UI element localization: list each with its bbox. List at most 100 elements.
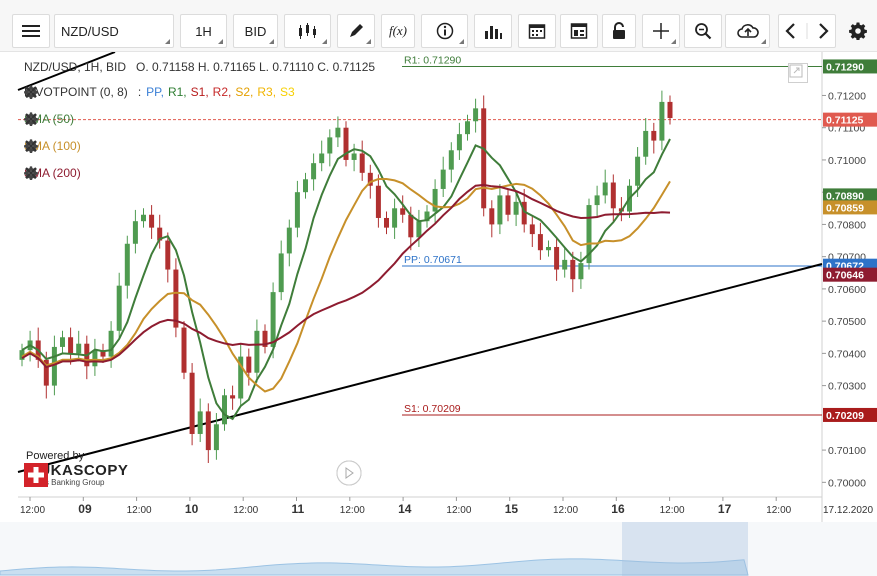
- sma200-legend: SMA (200): [24, 166, 95, 180]
- candle-body: [76, 343, 82, 354]
- candle-body: [294, 192, 300, 228]
- symbol-select[interactable]: NZD/USD: [54, 14, 174, 48]
- scroll-nav-buttons: [778, 14, 836, 48]
- maximize-button[interactable]: [788, 63, 808, 83]
- expand-icon: [789, 64, 803, 78]
- candle-body: [651, 130, 657, 141]
- price-chart[interactable]: 0.712000.711000.710000.709000.708000.707…: [0, 52, 877, 576]
- candle-body: [481, 108, 487, 209]
- timeframe-value: 1H: [195, 23, 212, 39]
- price-badge-label: 0.71290: [826, 61, 864, 73]
- candle-body: [432, 188, 438, 212]
- candle-body: [157, 227, 163, 241]
- menu-button[interactable]: [12, 14, 50, 48]
- candle-body: [246, 356, 252, 373]
- candle-body: [465, 121, 470, 135]
- timeframe-select[interactable]: 1H: [180, 14, 227, 48]
- templates-button[interactable]: [560, 14, 598, 48]
- gear-icon: [849, 22, 867, 40]
- candle-body: [570, 259, 576, 280]
- price-tick-label: 0.70500: [828, 316, 866, 328]
- price-tick-label: 0.70400: [828, 348, 866, 360]
- time-tick-label: 15: [505, 502, 519, 516]
- settings-button[interactable]: [842, 14, 874, 48]
- chevron-right-icon: [819, 23, 829, 39]
- pivot-label: PIVOTPOINT (0, 8): [24, 85, 128, 99]
- template-icon: [570, 23, 588, 39]
- candle-body: [116, 285, 122, 331]
- indicators-button[interactable]: f(x): [381, 14, 415, 48]
- brand-name: DUKASCOPY: [28, 462, 129, 479]
- cloud-save-button[interactable]: [725, 14, 770, 48]
- candle-body: [60, 337, 65, 347]
- candle-body: [497, 195, 503, 225]
- candle-body: [351, 153, 357, 160]
- candle-body: [141, 214, 146, 222]
- time-tick-label: 11: [292, 502, 305, 516]
- powered-by-text: Powered by: [26, 450, 85, 462]
- hamburger-icon: [22, 25, 40, 37]
- candle-body: [197, 411, 203, 434]
- candle-body: [554, 246, 560, 270]
- chart-type-button[interactable]: [284, 14, 331, 48]
- price-side-select[interactable]: BID: [233, 14, 278, 48]
- navigator-window: [622, 522, 748, 576]
- candle-body: [222, 395, 227, 425]
- time-tick-label: 12:00: [660, 505, 685, 516]
- sma200-remove-close-icon[interactable]: [24, 166, 38, 180]
- info-button[interactable]: [421, 14, 468, 48]
- candle-body: [537, 234, 543, 251]
- scroll-right-icon[interactable]: [336, 460, 362, 486]
- candle-body: [173, 269, 179, 328]
- candle-body: [319, 153, 325, 164]
- candle-body: [238, 356, 244, 399]
- navigator-area: [0, 558, 749, 576]
- time-tick-label: 12:00: [127, 505, 152, 516]
- candle-body: [424, 211, 430, 222]
- crosshair-button[interactable]: [642, 14, 680, 48]
- dropdown-corner-icon: [322, 39, 327, 44]
- zoom-button[interactable]: [684, 14, 722, 48]
- candle-body: [124, 243, 130, 286]
- candle-body: [270, 292, 276, 347]
- price-tick-label: 0.70600: [828, 284, 866, 296]
- price-side-value: BID: [244, 23, 267, 39]
- sma50-label: SMA (50): [24, 112, 75, 126]
- chart-canvas: 0.712000.711000.710000.709000.708000.707…: [0, 52, 877, 576]
- candle-body: [108, 330, 114, 357]
- pivot-line-label: R1: 0.71290: [404, 54, 461, 66]
- price-badge: [823, 59, 877, 74]
- price-tick-label: 0.71200: [828, 90, 866, 102]
- magnifier-icon: [695, 23, 712, 40]
- draw-tool-button[interactable]: [337, 14, 375, 48]
- price-tick-label: 0.70800: [828, 219, 866, 231]
- calendar-button[interactable]: [518, 14, 556, 48]
- dropdown-corner-icon: [671, 39, 676, 44]
- pivot-legend: PIVOTPOINT (0, 8) : PP, R1, S1, R2, S2, …: [24, 85, 303, 99]
- lock-button[interactable]: [602, 14, 636, 48]
- candle-body: [149, 214, 155, 228]
- pivot-remove-close-icon[interactable]: [24, 85, 38, 99]
- candle-body: [489, 208, 495, 225]
- time-tick-label: 12:00: [340, 505, 365, 516]
- price-badge: [823, 407, 877, 422]
- candle-body: [448, 150, 454, 170]
- lock-icon: [613, 22, 625, 39]
- volume-button[interactable]: [474, 14, 512, 48]
- dropdown-corner-icon: [218, 39, 223, 44]
- sma50-remove-close-icon[interactable]: [24, 112, 38, 126]
- chart-toolbar: NZD/USD 1H BID f(x): [0, 0, 877, 52]
- dukascopy-logo: DUKASCOPY Swiss Banking Group: [24, 463, 128, 487]
- prev-next-icons: [785, 23, 829, 39]
- pivot-item-r1: R1,: [167, 85, 187, 99]
- candle-body: [529, 224, 535, 235]
- candle-body: [367, 172, 373, 186]
- price-badge-label: 0.70209: [826, 410, 864, 422]
- pivot-item-s1: S1,: [190, 85, 209, 99]
- support-trendline: [17, 263, 823, 473]
- candle-body: [51, 346, 57, 386]
- candle-body: [505, 195, 511, 215]
- sma100-remove-close-icon[interactable]: [24, 139, 38, 153]
- candle-body: [602, 182, 608, 196]
- candle-body: [230, 395, 236, 399]
